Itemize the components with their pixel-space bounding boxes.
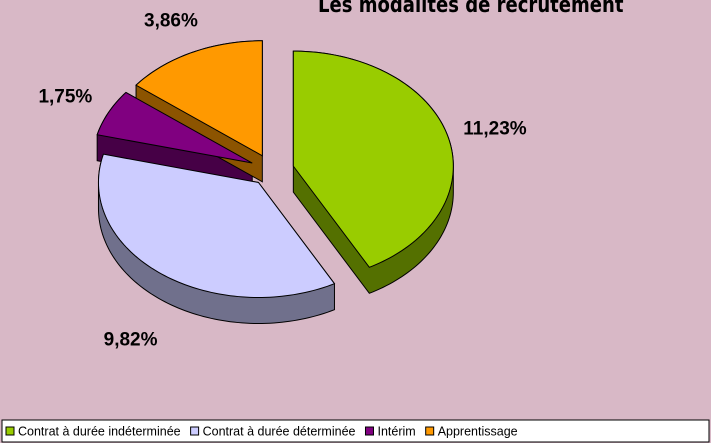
legend-swatch — [190, 426, 200, 436]
slice — [97, 153, 336, 298]
slice — [292, 50, 454, 268]
data-label: 3,86% — [144, 10, 198, 31]
legend — [1, 419, 710, 443]
legend-label: Apprentissage — [438, 424, 518, 438]
legend-swatch — [425, 426, 435, 436]
legend-swatch — [5, 426, 15, 436]
legend-swatch — [364, 426, 374, 436]
data-label: 9,82% — [104, 329, 158, 350]
data-label: 1,75% — [38, 86, 92, 107]
slice — [96, 91, 253, 164]
legend-label: Contrat à durée déterminée — [203, 424, 356, 438]
legend-label: Contrat à durée indéterminée — [18, 424, 181, 438]
data-label: 11,23% — [463, 119, 526, 140]
legend-label: Intérim — [377, 424, 415, 438]
chart-title: Les modalités de recrutement — [318, 0, 624, 17]
slice — [135, 40, 263, 157]
